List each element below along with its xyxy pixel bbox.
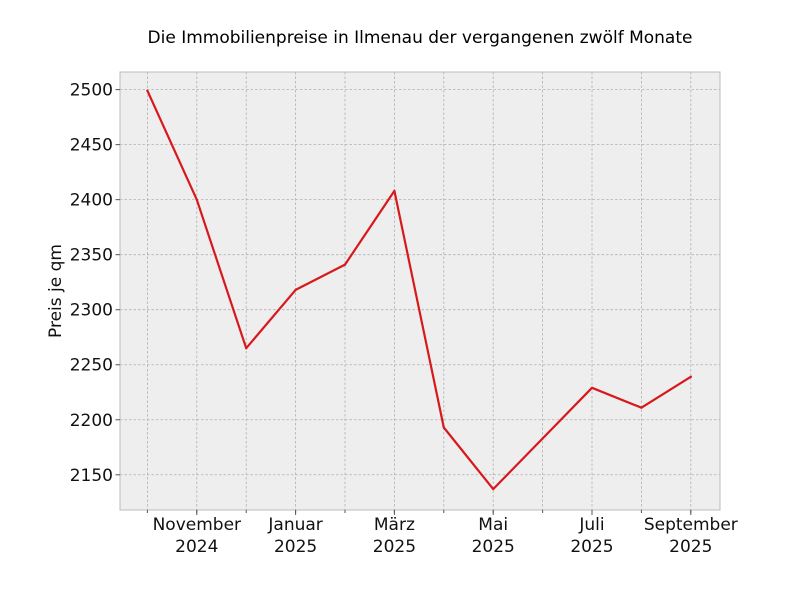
data-point [343, 263, 347, 266]
y-tick-label: 2350 [70, 246, 113, 266]
y-tick-label: 2450 [70, 136, 113, 156]
data-point [640, 406, 643, 409]
data-point [590, 386, 594, 389]
chart-title: Die Immobilienpreise in Ilmenau der verg… [148, 28, 693, 48]
data-point [245, 347, 248, 350]
y-tick-label: 2500 [70, 81, 113, 101]
y-tick-label: 2300 [70, 301, 113, 321]
x-tick-label: März 2025 [373, 515, 416, 557]
data-point [541, 437, 544, 440]
data-point [393, 189, 396, 192]
y-tick-label: 2400 [70, 191, 113, 211]
x-tick-label: Juli 2025 [570, 515, 613, 557]
y-tick-label: 2200 [70, 411, 113, 431]
data-point [146, 89, 149, 92]
y-axis-label: Preis je qm [46, 244, 66, 338]
x-tick-label: Mai 2025 [472, 515, 515, 557]
data-point [195, 198, 198, 201]
y-axis: 2150 2200 2250 2300 2350 2400 2450 2500 [70, 81, 120, 486]
data-point [294, 288, 297, 291]
y-tick-label: 2150 [70, 466, 113, 486]
data-point [689, 375, 692, 378]
x-tick-label: September 2025 [644, 515, 738, 557]
plot-area [120, 72, 720, 510]
x-axis: November 2024 Januar 2025 März 2025 Mai 2025 Jul… [146, 510, 738, 557]
y-tick-label: 2250 [70, 356, 113, 376]
x-tick-label: November 2024 [153, 515, 241, 557]
data-point [442, 426, 445, 429]
series-line [146, 89, 692, 491]
x-tick-label: Januar 2025 [267, 515, 322, 557]
data-point [492, 487, 495, 491]
plot-frame [119, 71, 721, 511]
series-group [146, 89, 692, 491]
